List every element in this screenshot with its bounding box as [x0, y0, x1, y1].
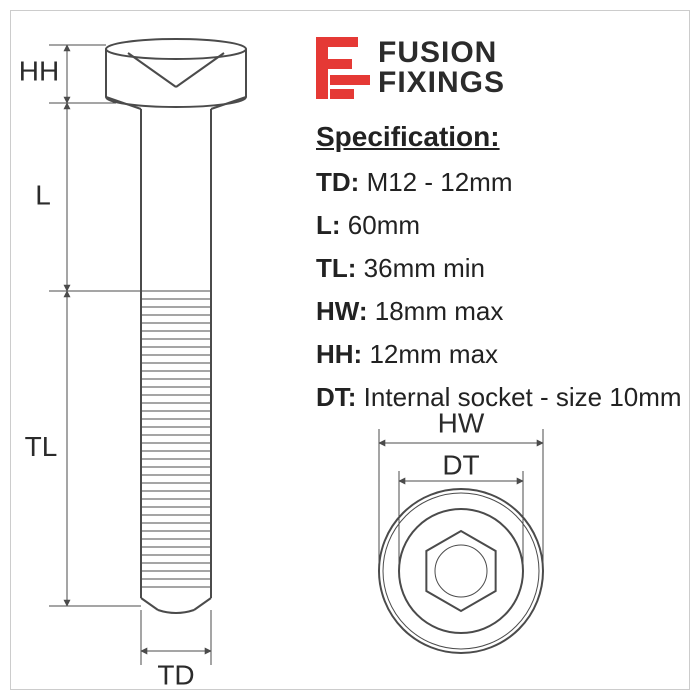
- svg-text:HW: HW: [438, 407, 485, 438]
- svg-text:TD: TD: [157, 659, 194, 690]
- technical-diagram: HH L TL TD HW DT: [11, 11, 691, 691]
- svg-text:DT: DT: [442, 449, 479, 480]
- svg-text:TL: TL: [25, 431, 58, 462]
- svg-text:L: L: [35, 179, 51, 210]
- frame: FUSION FIXINGS Specification: TD: M12 - …: [10, 10, 690, 690]
- svg-text:HH: HH: [19, 55, 59, 86]
